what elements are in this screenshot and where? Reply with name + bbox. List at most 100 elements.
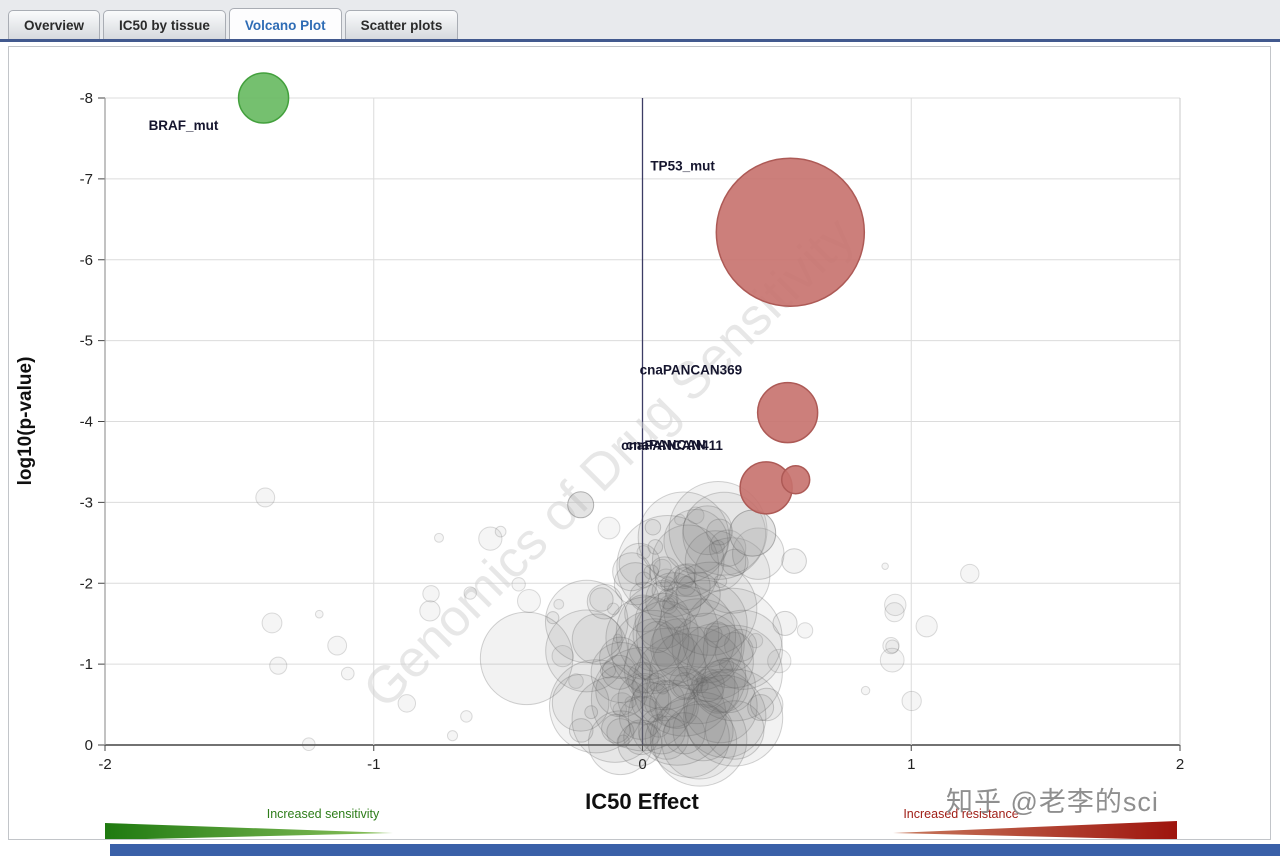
background-bubble[interactable] xyxy=(629,581,659,612)
background-bubble[interactable] xyxy=(661,597,676,611)
background-bubble[interactable] xyxy=(749,687,784,722)
background-bubble[interactable] xyxy=(675,571,721,617)
background-bubble[interactable] xyxy=(860,685,871,696)
background-bubble[interactable] xyxy=(590,646,696,752)
background-bubble[interactable] xyxy=(651,579,674,602)
tab-ic50-by-tissue[interactable]: IC50 by tissue xyxy=(103,9,226,39)
background-bubble[interactable] xyxy=(616,734,630,748)
background-bubble[interactable] xyxy=(636,585,737,687)
background-bubble[interactable] xyxy=(732,527,785,580)
background-bubble[interactable] xyxy=(544,579,629,664)
background-bubble[interactable] xyxy=(301,737,316,752)
background-bubble[interactable] xyxy=(638,723,661,746)
background-bubble[interactable] xyxy=(636,545,651,560)
background-bubble[interactable] xyxy=(643,564,659,580)
background-bubble[interactable] xyxy=(624,696,637,709)
background-bubble[interactable] xyxy=(631,682,672,723)
background-bubble[interactable] xyxy=(623,628,707,711)
background-bubble[interactable] xyxy=(618,695,663,740)
background-bubble[interactable] xyxy=(648,626,747,725)
background-bubble[interactable] xyxy=(652,598,745,691)
background-bubble[interactable] xyxy=(660,576,676,592)
bubble-cnaPANCAN[interactable] xyxy=(780,464,811,495)
tab-volcano-plot[interactable]: Volcano Plot xyxy=(228,7,342,39)
gray-bubble[interactable] xyxy=(729,509,777,557)
background-bubble[interactable] xyxy=(615,581,720,686)
background-bubble[interactable] xyxy=(517,589,541,613)
background-bubble[interactable] xyxy=(708,529,747,567)
background-bubble[interactable] xyxy=(568,673,584,689)
background-bubble[interactable] xyxy=(672,672,699,699)
background-bubble[interactable] xyxy=(682,505,733,556)
background-bubble[interactable] xyxy=(549,659,644,754)
background-bubble[interactable] xyxy=(654,684,699,729)
background-bubble[interactable] xyxy=(682,587,783,689)
background-bubble[interactable] xyxy=(598,636,642,679)
background-bubble[interactable] xyxy=(663,561,758,656)
background-bubble[interactable] xyxy=(767,648,792,674)
background-bubble[interactable] xyxy=(588,710,653,776)
background-bubble[interactable] xyxy=(606,718,635,747)
background-bubble[interactable] xyxy=(623,719,659,756)
background-bubble[interactable] xyxy=(668,481,768,580)
background-bubble[interactable] xyxy=(686,506,705,525)
background-bubble[interactable] xyxy=(654,568,678,591)
background-bubble[interactable] xyxy=(649,679,698,728)
background-bubble[interactable] xyxy=(724,628,758,662)
background-bubble[interactable] xyxy=(618,542,661,585)
background-bubble[interactable] xyxy=(650,618,709,677)
background-bubble[interactable] xyxy=(661,703,738,780)
background-bubble[interactable] xyxy=(695,659,749,713)
background-bubble[interactable] xyxy=(597,516,621,540)
background-bubble[interactable] xyxy=(700,657,756,714)
background-bubble[interactable] xyxy=(693,677,709,694)
bubble-TP53_mut[interactable] xyxy=(715,157,866,308)
background-bubble[interactable] xyxy=(635,571,653,589)
background-bubble[interactable] xyxy=(713,574,728,588)
background-bubble[interactable] xyxy=(882,637,900,655)
background-bubble[interactable] xyxy=(397,694,417,713)
background-bubble[interactable] xyxy=(644,715,689,760)
background-bubble[interactable] xyxy=(632,633,736,737)
background-bubble[interactable] xyxy=(748,633,764,649)
background-bubble[interactable] xyxy=(631,674,655,699)
background-bubble[interactable] xyxy=(657,588,679,610)
background-bubble[interactable] xyxy=(676,575,697,596)
background-bubble[interactable] xyxy=(673,567,696,589)
background-bubble[interactable] xyxy=(590,641,652,703)
background-bubble[interactable] xyxy=(885,639,900,654)
background-bubble[interactable] xyxy=(627,618,681,672)
background-bubble[interactable] xyxy=(261,612,283,634)
background-bubble[interactable] xyxy=(691,668,725,703)
background-bubble[interactable] xyxy=(568,718,594,743)
background-bubble[interactable] xyxy=(546,611,560,625)
background-bubble[interactable] xyxy=(683,674,767,759)
background-bubble[interactable] xyxy=(692,676,724,708)
background-bubble[interactable] xyxy=(637,491,730,584)
background-bubble[interactable] xyxy=(796,622,814,639)
background-bubble[interactable] xyxy=(606,602,620,616)
background-bubble[interactable] xyxy=(419,600,441,622)
background-bubble[interactable] xyxy=(714,631,754,672)
background-bubble[interactable] xyxy=(571,613,623,665)
background-bubble[interactable] xyxy=(647,539,664,555)
background-bubble[interactable] xyxy=(595,664,649,718)
tab-scatter-plots[interactable]: Scatter plots xyxy=(344,9,459,39)
background-bubble[interactable] xyxy=(702,609,783,690)
background-bubble[interactable] xyxy=(479,611,574,706)
background-bubble[interactable] xyxy=(327,635,348,656)
background-bubble[interactable] xyxy=(674,564,697,587)
background-bubble[interactable] xyxy=(663,712,706,755)
background-bubble[interactable] xyxy=(643,679,685,722)
background-bubble[interactable] xyxy=(772,610,798,636)
background-bubble[interactable] xyxy=(651,524,725,598)
background-bubble[interactable] xyxy=(706,518,733,546)
background-bubble[interactable] xyxy=(627,666,727,766)
background-bubble[interactable] xyxy=(960,563,980,584)
background-bubble[interactable] xyxy=(314,609,324,619)
background-bubble[interactable] xyxy=(671,612,743,684)
background-bubble[interactable] xyxy=(668,665,704,701)
background-bubble[interactable] xyxy=(613,562,658,606)
horizontal-scrollbar[interactable] xyxy=(110,844,1280,856)
background-bubble[interactable] xyxy=(255,487,276,508)
